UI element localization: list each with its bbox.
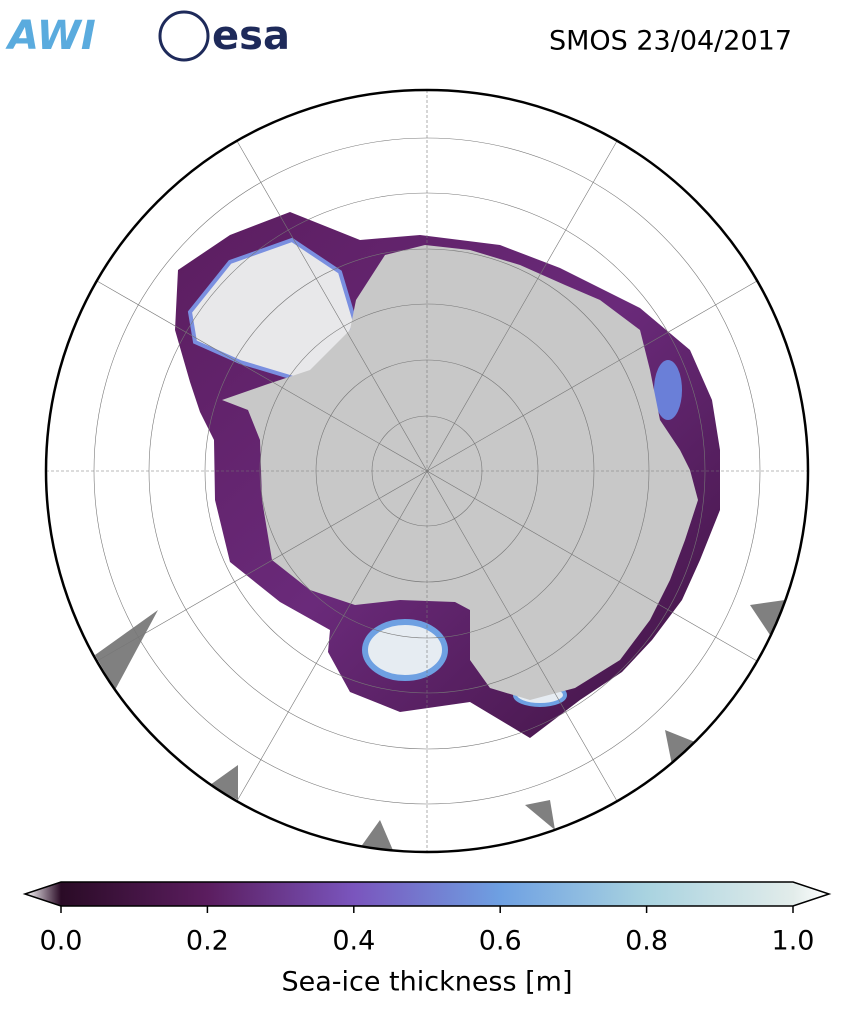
map-border	[44, 88, 810, 854]
medium-ice	[654, 360, 682, 420]
map	[46, 90, 808, 852]
colorbar	[22, 881, 832, 907]
esa-logo-mark	[158, 10, 210, 62]
graticule	[46, 90, 808, 852]
colorbar-tick-label: 0.0	[40, 926, 83, 957]
colorbar-tick-label: 0.2	[186, 926, 229, 957]
continent	[222, 245, 698, 700]
awi-logo: AWI	[5, 13, 96, 59]
title: SMOS 23/04/2017	[549, 26, 792, 57]
esa-logo: esa	[212, 13, 290, 59]
colorbar-tick-label: 1.0	[772, 926, 815, 957]
colorbar-tick-label: 0.8	[625, 926, 668, 957]
colorbar-tick-label: 0.6	[479, 926, 522, 957]
colorbar-label: Sea-ice thickness [m]	[281, 967, 572, 998]
thick-ice-ross	[362, 619, 448, 681]
colorbar-tick-label: 0.4	[332, 926, 375, 957]
